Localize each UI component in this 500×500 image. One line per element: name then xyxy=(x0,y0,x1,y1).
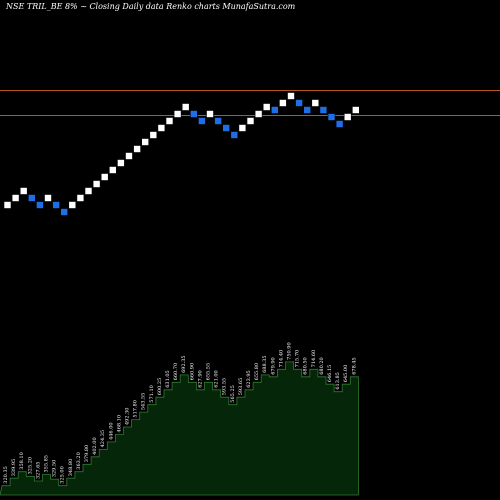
volume-label: 660.70 xyxy=(173,363,179,381)
volume-label: 517.80 xyxy=(133,400,139,418)
volume-area xyxy=(0,361,359,496)
up-brick xyxy=(287,92,295,100)
up-brick xyxy=(44,194,52,202)
volume-label: 631.05 xyxy=(165,370,171,388)
volume-label: 660.90 xyxy=(189,363,195,381)
down-brick xyxy=(319,106,328,114)
up-brick xyxy=(206,110,214,118)
volume-label: 571.10 xyxy=(149,385,155,403)
up-brick xyxy=(246,117,255,125)
up-brick xyxy=(311,99,320,107)
up-brick xyxy=(157,124,166,132)
volume-label: 714.60 xyxy=(311,350,317,368)
volume-label: 593.65 xyxy=(238,378,244,396)
volume-label: 750.90 xyxy=(287,342,293,360)
down-brick xyxy=(295,99,303,107)
volume-label: 320.35 xyxy=(3,466,9,484)
volume-label: 680.20 xyxy=(319,357,325,375)
volume-label: 679.90 xyxy=(270,357,276,375)
volume-label: 623.95 xyxy=(246,370,252,388)
volume-label: 600.25 xyxy=(157,378,163,396)
down-brick xyxy=(303,106,312,114)
volume-label: 714.40 xyxy=(278,350,284,368)
down-brick xyxy=(230,131,239,139)
down-brick xyxy=(60,208,69,216)
volume-label: 688.35 xyxy=(262,355,268,373)
volume-label: 646.15 xyxy=(327,365,333,383)
volume-label: 593.55 xyxy=(222,378,228,396)
down-brick xyxy=(190,110,198,118)
volume-label: 678.45 xyxy=(351,357,357,375)
volume-label: 446.00 xyxy=(108,422,114,440)
up-brick xyxy=(133,145,141,153)
volume-label: 325.00 xyxy=(60,466,66,484)
up-brick xyxy=(149,131,158,139)
volume-label: 715.70 xyxy=(295,350,301,368)
down-brick xyxy=(335,120,344,128)
volume-label: 468.10 xyxy=(116,415,122,433)
down-brick xyxy=(36,201,44,209)
up-brick xyxy=(262,103,271,111)
volume-label: 348.80 xyxy=(68,459,74,477)
up-brick xyxy=(238,124,247,132)
up-brick xyxy=(11,194,20,202)
down-brick xyxy=(270,106,279,114)
up-brick xyxy=(351,106,360,114)
up-brick xyxy=(68,201,77,209)
volume-label: 655.80 xyxy=(254,363,260,381)
volume-label: 363.20 xyxy=(76,452,82,470)
up-brick xyxy=(84,187,93,195)
up-brick xyxy=(117,159,125,167)
up-brick xyxy=(76,194,85,202)
volume-label: 645.00 xyxy=(343,365,349,383)
up-brick xyxy=(141,138,149,146)
up-brick xyxy=(173,110,182,118)
volume-label: 329.50 xyxy=(52,460,58,478)
down-brick xyxy=(52,201,60,209)
volume-label: 565.25 xyxy=(230,385,236,403)
volume-label: 379.80 xyxy=(84,445,90,463)
volume-label: 692.35 xyxy=(181,355,187,373)
chart-title: NSE TRIL_BE 8% ~ Closing Daily data Renk… xyxy=(5,2,296,11)
up-brick xyxy=(3,201,12,209)
volume-label: 492.30 xyxy=(125,408,131,426)
up-brick xyxy=(181,103,190,111)
volume-label: 325.20 xyxy=(27,457,33,475)
up-brick xyxy=(254,110,263,118)
volume-label: 327.65 xyxy=(35,462,41,480)
volume-label: 655.55 xyxy=(206,363,212,381)
volume-label: 339.95 xyxy=(11,459,17,477)
down-brick xyxy=(222,124,230,132)
down-brick xyxy=(214,117,222,125)
up-brick xyxy=(19,187,28,195)
up-brick xyxy=(92,180,101,188)
up-brick xyxy=(279,99,287,107)
volume-label: 358.10 xyxy=(19,452,25,470)
up-brick xyxy=(165,117,174,125)
volume-label: 680.50 xyxy=(303,357,309,375)
down-brick xyxy=(27,194,36,202)
volume-label: 627.90 xyxy=(197,370,203,388)
volume-label: 543.55 xyxy=(141,393,147,411)
volume-label: 402.00 xyxy=(92,437,98,455)
up-brick xyxy=(100,173,109,181)
down-brick xyxy=(198,117,206,125)
up-brick xyxy=(125,152,133,160)
volume-label: 424.35 xyxy=(100,430,106,448)
up-brick xyxy=(109,166,117,174)
up-brick xyxy=(343,113,352,121)
volume-label: 355.85 xyxy=(44,455,50,473)
volume-label: 613.85 xyxy=(335,372,341,390)
volume-label: 621.00 xyxy=(214,370,220,388)
down-brick xyxy=(327,113,336,121)
